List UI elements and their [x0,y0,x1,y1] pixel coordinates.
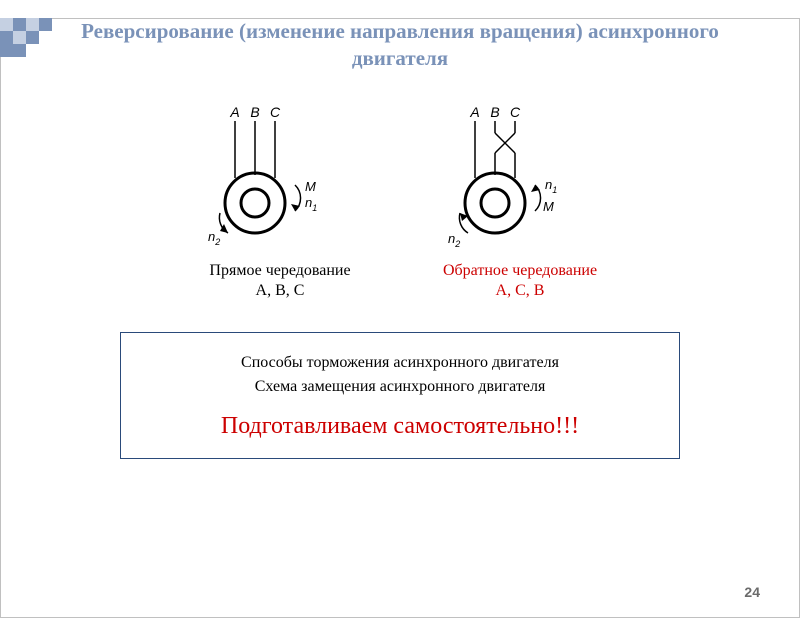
page-border [0,18,800,618]
page-number: 24 [744,584,760,600]
corner-decoration [0,18,65,57]
